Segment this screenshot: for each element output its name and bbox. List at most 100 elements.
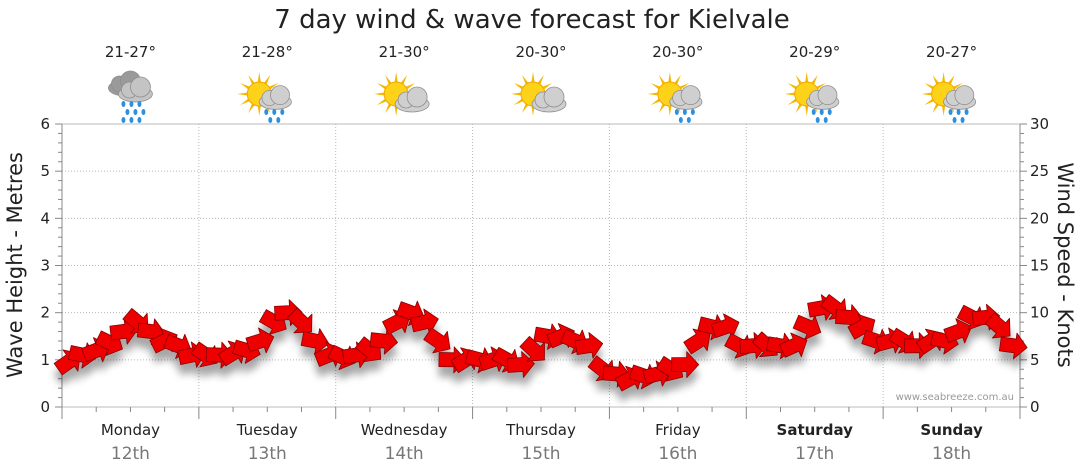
y-left-tick-label: 2 [40,304,50,322]
sun-ray [942,72,946,83]
rain-drop [823,117,828,123]
sun-ray [542,83,553,90]
sun-ray [263,74,271,85]
rain-drop [268,117,273,123]
y-right-tick-label: 0 [1030,398,1040,416]
rain-drop [678,117,683,123]
sun-ray [942,105,946,116]
rain-drop [956,109,961,115]
wind-arrow [423,327,451,354]
y-right-axis-label: Wind Speed - Knots [1053,162,1077,367]
sun-ray [248,74,255,85]
sun-rain-icon [237,72,292,123]
rain-drop [133,109,138,115]
wind-arrow [847,314,876,340]
rain-drop [125,109,130,115]
sun-ray [658,103,666,114]
sun-ray [522,103,529,114]
rain-drop [819,109,824,115]
sun-ray [953,83,963,90]
wind-arrow [245,327,275,354]
day-label: Thursday [505,421,576,439]
cloud-part [954,85,975,106]
wind-arrow [369,327,398,355]
sun-ray [537,74,544,85]
temperature-label: 21-27° [105,43,156,61]
wind-arrow [779,332,808,358]
sun-ray [795,103,803,114]
sun-ray [647,92,658,96]
axis-ticks: 0 1 2 3 4 5 6 0 5 10 15 20 25 30 [40,115,1049,419]
temperature-label: 20-30° [652,43,703,61]
sun-ray [948,74,955,85]
date-label: 15th [521,444,560,464]
sun-ray [385,103,392,114]
wind-arrow [998,332,1028,360]
sun-ray [674,74,681,85]
day-label: Saturday [777,421,854,439]
sun-ray [377,83,387,90]
sun-ray [787,98,798,105]
sun-ray [668,105,672,116]
y-right-tick-label: 30 [1030,115,1049,133]
sun-ray [784,92,795,96]
temperature-label: 20-27° [926,43,977,61]
wind-arrow [710,313,740,339]
date-label: 13th [248,444,287,464]
sun-ray [257,105,261,116]
day-label: Monday [101,421,160,439]
sun-ray [240,83,250,90]
sun-ray [650,98,661,105]
y-left-tick-label: 5 [40,162,50,180]
date-label: 16th [658,444,697,464]
wind-arrow [792,314,822,340]
y-right-tick-label: 25 [1030,162,1049,180]
rain-drop [121,101,126,107]
sun-ray [787,83,798,90]
sun-ray [679,83,689,90]
sun-ray [513,83,524,90]
sun-ray [805,72,809,83]
wind-arrow [519,336,545,362]
temperature-label: 21-30° [379,43,430,61]
cloud-part [270,85,290,106]
date-label: 17th [795,444,834,464]
sun-ray [385,74,392,85]
wind-arrow [943,318,972,344]
rain-drop [682,109,687,115]
sun-ray [237,92,248,96]
rain-drop [952,117,957,123]
sun-ray [805,105,809,116]
y-left-tick-label: 4 [40,209,50,227]
rain-drop [121,117,126,123]
sun-ray [257,72,261,83]
sun-ray [522,74,529,85]
y-right-tick-label: 5 [1030,351,1040,369]
y-left-tick-label: 6 [40,115,50,133]
cloud-part [543,86,565,108]
sun-ray [924,98,935,105]
y-right-tick-label: 15 [1030,257,1049,275]
wind-arrow [506,351,535,378]
sun-ray [405,83,416,90]
sun-ray [811,74,818,85]
y-left-axis-label: Wave Height - Metres [3,152,27,378]
rain-drop [815,117,820,123]
sun-ray [400,74,408,85]
rain-drop [960,117,965,123]
wind-arrow [683,328,711,355]
sun-ray [816,83,826,90]
sun-cloud-icon [511,72,567,116]
sun-ray [248,103,255,114]
sun-ray [394,105,398,116]
sun-ray [924,83,935,90]
sun-ray [658,74,666,85]
temperature-label: 20-29° [789,43,840,61]
day-label: Sunday [920,421,983,439]
rain-drop [280,109,285,115]
y-left-tick-label: 1 [40,351,50,369]
wind-arrow [671,351,700,379]
sun-ray [240,98,250,105]
weather-icons: 21-27° 21-28° 21-30° 20-30° 20-30° 20-29° 20-2… [105,43,977,123]
sun-ray [377,98,387,105]
